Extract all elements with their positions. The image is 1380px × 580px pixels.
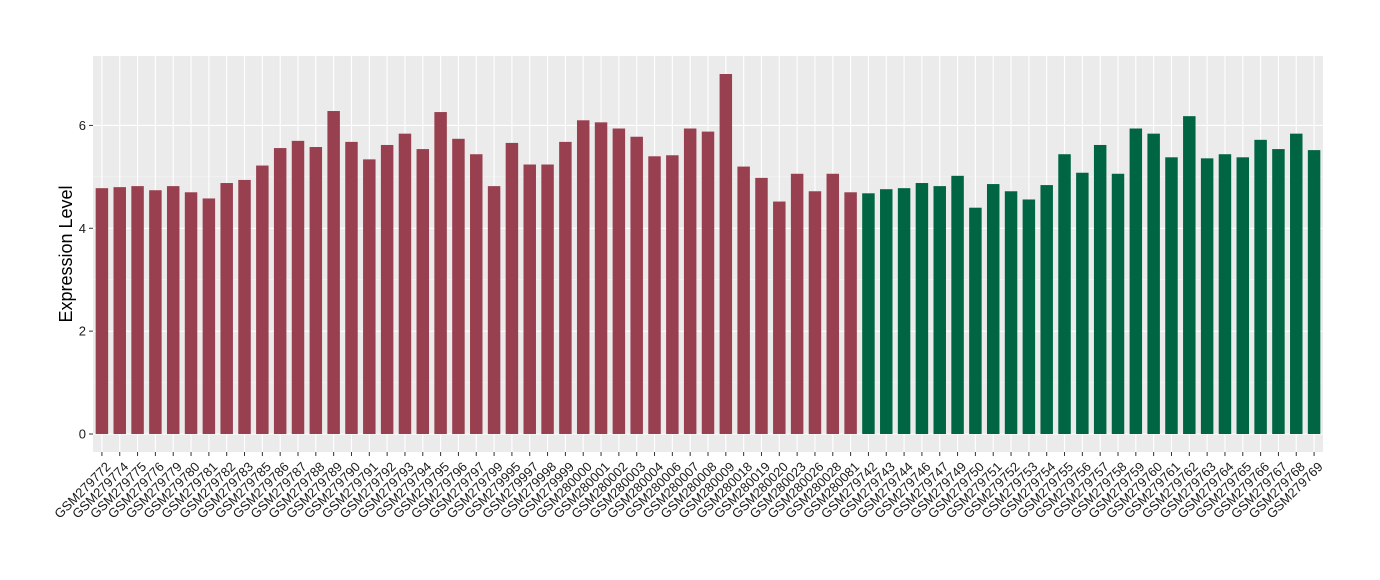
bar [755,177,768,434]
bar [1290,133,1303,434]
bar [131,186,144,434]
bar [184,192,198,434]
bar [1236,157,1250,435]
bar [1022,199,1036,434]
bar [648,156,661,435]
bar [487,186,501,434]
bar [470,154,483,434]
bar [202,198,216,434]
bar [1218,154,1232,434]
bar [683,128,697,434]
x-axis: GSM279772GSM279774GSM279775GSM279776GSM2… [51,452,1326,521]
bar [273,148,287,435]
bar [1111,173,1125,434]
y-tick-label: 2 [79,324,86,339]
bar [612,128,626,434]
bar [1272,149,1285,435]
bar [291,140,305,434]
bar [701,131,715,434]
bar [505,142,519,434]
bar [327,111,340,435]
y-axis-title: Expression Level [56,185,76,322]
bar [238,179,251,434]
bar [1165,157,1178,435]
bar [220,183,233,434]
bar [773,201,786,434]
bar [363,159,376,434]
bar [897,188,911,434]
bar [166,186,180,434]
bar [576,120,590,435]
bar [1058,154,1071,434]
bar [434,112,447,435]
bar [808,191,822,434]
y-tick-label: 6 [79,118,86,133]
bar [1004,191,1018,434]
bar [1200,158,1214,435]
bar [880,189,893,434]
bar [1076,172,1089,434]
bar [256,165,269,435]
y-tick-label: 4 [79,221,86,236]
bar [309,147,323,434]
y-tick-label: 0 [79,427,86,442]
bar [790,173,804,434]
bar [826,173,840,434]
bar [630,136,643,434]
bar [380,144,394,434]
bar [862,193,875,434]
bar [951,175,964,435]
bar [1040,185,1053,434]
bar [345,141,358,434]
bar [95,188,109,434]
bar [1129,128,1143,434]
bar [452,138,465,435]
bar [1147,133,1160,434]
bar [523,164,536,434]
bars [95,74,1321,435]
bar [113,187,126,434]
bar [1183,116,1196,435]
bar [559,141,572,434]
bar [719,74,733,434]
bar [149,190,162,434]
bar [969,207,982,434]
bar [666,155,679,434]
bar [1093,144,1107,434]
y-axis: 0 2 4 6 [79,118,93,442]
bar [737,166,750,435]
bar [1307,150,1321,434]
bar [398,133,412,434]
bar [416,149,430,435]
bar [541,164,554,434]
bar [844,192,857,434]
bar [1254,139,1267,435]
bar [933,186,946,434]
bar [986,184,1000,434]
bar [594,122,608,434]
bar [915,183,929,434]
